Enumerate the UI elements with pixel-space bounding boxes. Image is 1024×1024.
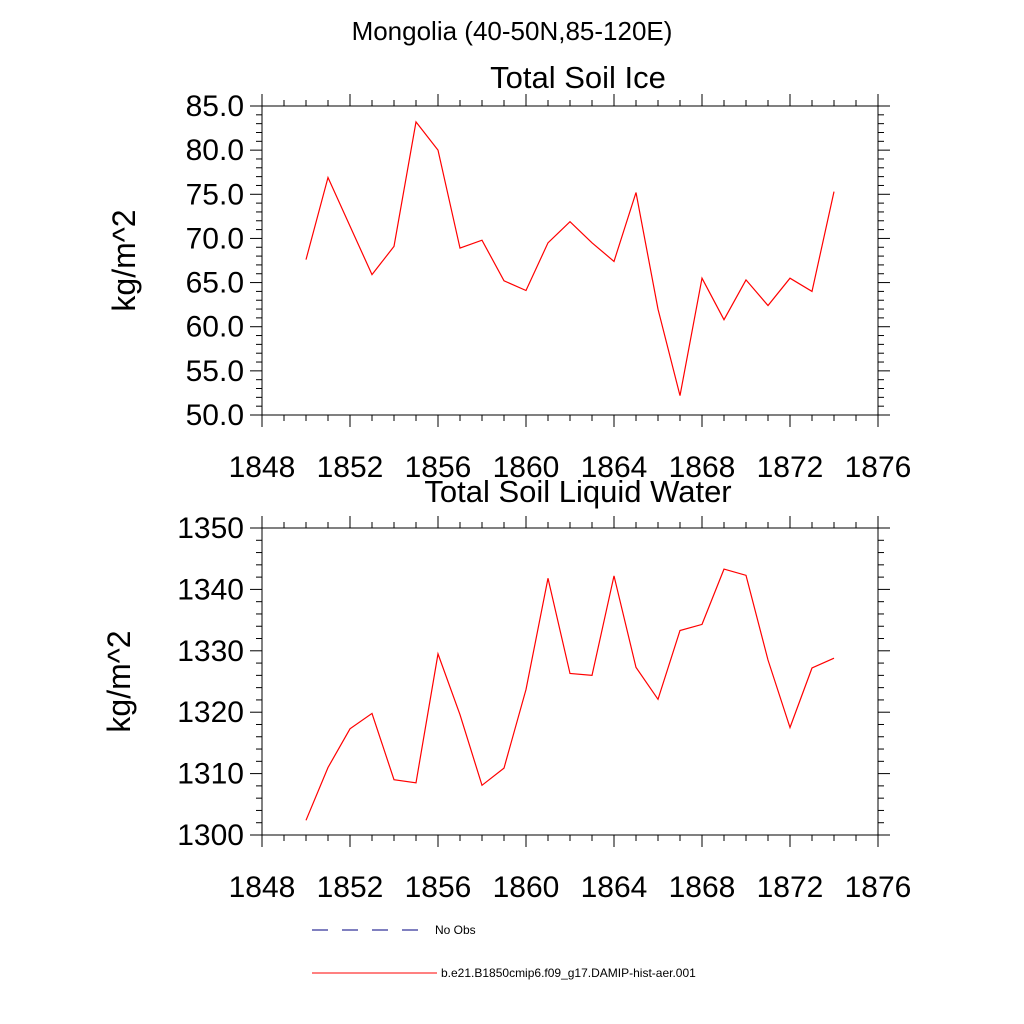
y-tick-label: 1300 — [177, 819, 244, 852]
panel-title: Total Soil Ice — [490, 60, 666, 95]
x-tick-label: 1864 — [581, 451, 648, 484]
legend-label-no-obs: No Obs — [435, 923, 476, 937]
y-axis-label: kg/m^2 — [106, 209, 142, 311]
y-tick-label: 1320 — [177, 696, 244, 729]
x-tick-label: 1848 — [229, 871, 296, 904]
legend: No Obs b.e21.B1850cmip6.f09_g17.DAMIP-hi… — [312, 923, 696, 980]
y-tick-label: 85.0 — [186, 90, 244, 123]
y-tick-label: 1350 — [177, 512, 244, 545]
y-tick-label: 65.0 — [186, 267, 244, 300]
panel-2: 1848 1852 1856 1860 1864 1868 1872 1876 1300 1310… — [101, 474, 911, 904]
x-tick-label: 1852 — [317, 871, 384, 904]
y-tick-label: 1330 — [177, 635, 244, 668]
y-tick-label: 70.0 — [186, 222, 244, 255]
x-tick-label: 1852 — [317, 451, 384, 484]
y-tick-label: 80.0 — [186, 134, 244, 167]
x-tick-label: 1856 — [405, 451, 472, 484]
series-line — [305, 120, 835, 396]
plot-frame — [261, 105, 879, 416]
x-tick-label: 1848 — [229, 451, 296, 484]
y-tick-label: 50.0 — [186, 399, 244, 432]
figure-suptitle: Mongolia (40-50N,85-120E) — [351, 16, 673, 46]
y-axis-label: kg/m^2 — [101, 630, 137, 732]
y-tick-label: 55.0 — [186, 355, 244, 388]
y-tick-label: 75.0 — [186, 178, 244, 211]
x-tick-label: 1868 — [669, 451, 736, 484]
y-tick-label: 1340 — [177, 573, 244, 606]
series-line — [305, 568, 835, 821]
y-tick-label: 1310 — [177, 758, 244, 791]
x-tick-label: 1872 — [757, 451, 824, 484]
x-tick-label: 1860 — [493, 871, 560, 904]
panel-1: 1848 1852 1856 1860 1864 1868 1872 1876 50.0 55.0… — [106, 60, 911, 484]
y-tick-label: 60.0 — [186, 311, 244, 344]
x-tick-label: 1876 — [845, 871, 912, 904]
x-tick-label: 1876 — [845, 451, 912, 484]
plot-frame — [261, 527, 879, 836]
x-tick-label: 1856 — [405, 871, 472, 904]
x-tick-label: 1868 — [669, 871, 736, 904]
panel-title: Total Soil Liquid Water — [424, 474, 731, 509]
legend-label-model: b.e21.B1850cmip6.f09_g17.DAMIP-hist-aer.… — [441, 966, 696, 980]
x-tick-label: 1864 — [581, 871, 648, 904]
x-tick-label: 1872 — [757, 871, 824, 904]
x-tick-label: 1860 — [493, 451, 560, 484]
